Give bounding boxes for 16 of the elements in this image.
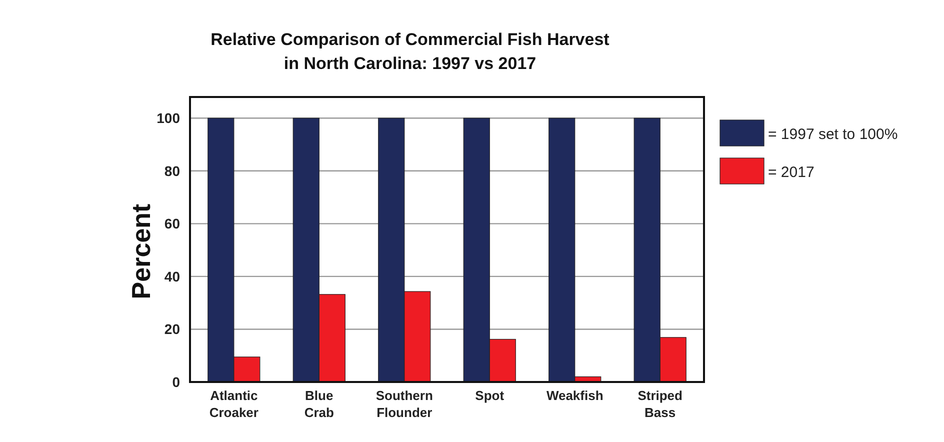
y-tick-label: 0 (172, 374, 180, 390)
legend-label: = 1997 set to 100% (768, 126, 898, 143)
x-tick-label: Atlantic Croaker (209, 388, 258, 420)
legend-label: = 2017 (768, 164, 814, 181)
x-tick-label: Southern Flounder (376, 388, 433, 420)
y-tick-label: 100 (156, 110, 180, 126)
chart-title: Relative Comparison of Commercial Fish Harvest in North Carolina: 1997 vs 2017 (210, 30, 610, 73)
x-tick-label: Weakfish (546, 388, 604, 403)
y-tick-label: 20 (164, 321, 180, 338)
y-tick-label: 40 (164, 268, 180, 284)
x-tick-label: Blue Crab (304, 388, 334, 420)
x-tick-label: Striped Bass (638, 388, 683, 420)
y-tick-label: 60 (164, 216, 180, 232)
x-tick-label: Spot (475, 388, 505, 403)
y-axis-title: Percent (126, 203, 156, 300)
y-tick-label: 80 (164, 162, 180, 179)
